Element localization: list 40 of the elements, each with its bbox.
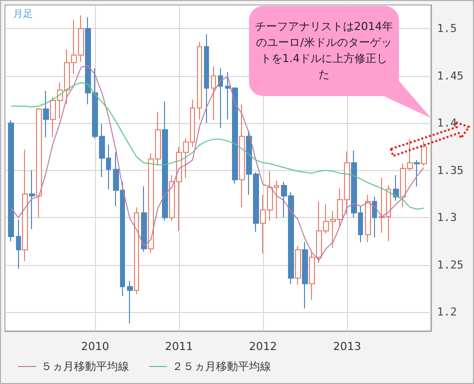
legend-label: ５ヵ月移動平均線 (41, 360, 129, 373)
candlestick (16, 219, 21, 270)
candlestick (141, 186, 147, 252)
candlestick (29, 170, 35, 230)
candlestick (211, 66, 216, 121)
candlestick (204, 34, 209, 124)
candlestick (43, 90, 49, 138)
annotation: 月足 (13, 8, 33, 21)
candlestick (197, 41, 202, 120)
candlestick (162, 100, 168, 221)
y-tick-label: 1.25 (437, 258, 464, 272)
candlestick (372, 196, 377, 238)
y-tick-label: 1.2 (437, 306, 457, 319)
y-tick-label: 1.4 (437, 116, 458, 130)
candlestick (414, 159, 420, 187)
candlestick (421, 140, 427, 166)
line-series (10, 82, 424, 210)
y-tick-label: 1.35 (437, 164, 464, 177)
candlestick (309, 251, 315, 300)
speech-bubble: チーフアナリストは2014年のユーロ/米ドルのターゲットを1.4ドルに上方修正した (249, 6, 399, 96)
candlestick (134, 206, 139, 295)
candlestick (8, 120, 14, 242)
x-tick-label: 2011 (165, 340, 194, 353)
candlestick (393, 174, 399, 202)
y-tick-label: 1.3 (437, 211, 457, 224)
y-tick-label: 1.5 (437, 22, 457, 36)
candlestick (127, 280, 133, 324)
x-tick-label: 2013 (333, 340, 362, 353)
legend-label: ２５ヵ月移動平均線 (172, 360, 271, 373)
candlestick (22, 149, 28, 262)
candlestick (295, 245, 301, 286)
candlestick (365, 194, 371, 243)
candlestick (218, 68, 223, 128)
candlestick (239, 104, 245, 208)
candlestick (36, 107, 42, 218)
candlestick (302, 242, 308, 309)
x-tick-label: 2012 (248, 340, 277, 353)
y-tick-label: 1.45 (437, 69, 464, 82)
line-series (10, 64, 424, 261)
x-tick-label: 2010 (81, 340, 110, 353)
